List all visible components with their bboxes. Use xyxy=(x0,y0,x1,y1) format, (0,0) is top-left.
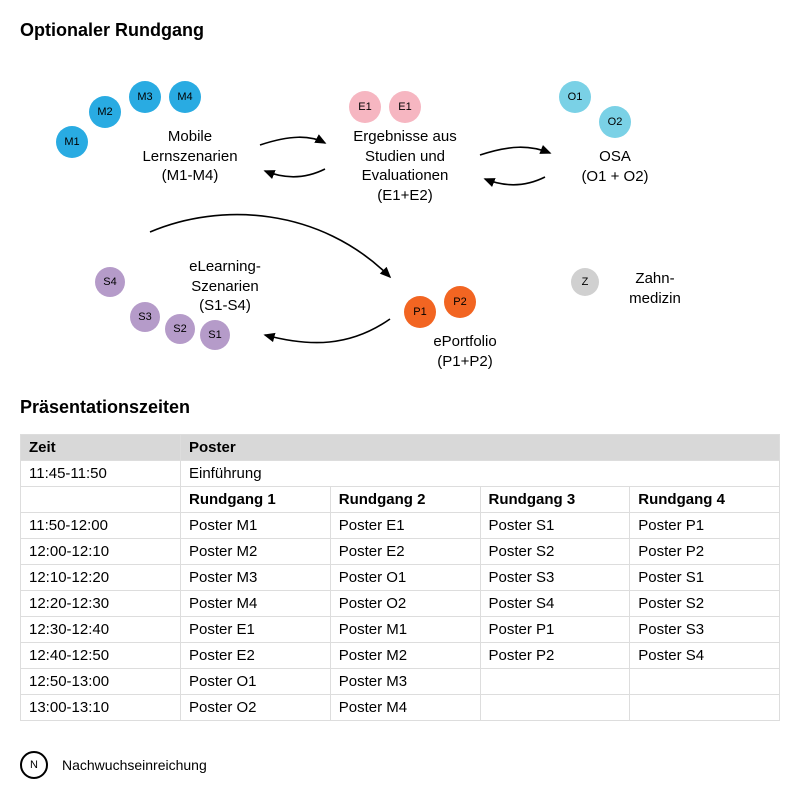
cell-poster: Poster P1 xyxy=(630,513,780,539)
cell-poster: Poster M1 xyxy=(330,617,480,643)
schedule-table: Zeit Poster 11:45-11:50EinführungRundgan… xyxy=(20,434,780,721)
cell-time: 12:30-12:40 xyxy=(21,617,181,643)
node-s3: S3 xyxy=(130,302,160,332)
cell-poster: Poster M2 xyxy=(330,643,480,669)
table-row: 12:50-13:00Poster O1Poster M3 xyxy=(21,669,780,695)
cell-time: 11:50-12:00 xyxy=(21,513,181,539)
cell-subhead: Rundgang 3 xyxy=(480,487,630,513)
tour-heading: Optionaler Rundgang xyxy=(20,20,788,41)
node-z: Z xyxy=(571,268,599,296)
cell-subhead: Rundgang 1 xyxy=(181,487,331,513)
cell-time: 12:40-12:50 xyxy=(21,643,181,669)
node-s2: S2 xyxy=(165,314,195,344)
cell-time: 13:00-13:10 xyxy=(21,695,181,721)
cell-poster: Poster E1 xyxy=(330,513,480,539)
table-row: 12:30-12:40Poster E1Poster M1Poster P1Po… xyxy=(21,617,780,643)
cell-poster: Poster M1 xyxy=(181,513,331,539)
cell-poster: Poster S1 xyxy=(480,513,630,539)
cell-time: 11:45-11:50 xyxy=(21,461,181,487)
arrow-2 xyxy=(480,147,550,155)
table-row: 12:40-12:50Poster E2Poster M2Poster P2Po… xyxy=(21,643,780,669)
tour-diagram: M1M2M3M4 E1E1 O1O2 S4S3S2S1 P1P2 Z MobileLerns… xyxy=(20,57,780,387)
cell-time: 12:50-13:00 xyxy=(21,669,181,695)
node-m4: M4 xyxy=(169,81,201,113)
table-row: 11:50-12:00Poster M1Poster E1Poster S1Po… xyxy=(21,513,780,539)
col-poster: Poster xyxy=(181,435,780,461)
arrow-0 xyxy=(260,137,325,145)
schedule-heading: Präsentationszeiten xyxy=(20,397,788,418)
cell-poster xyxy=(630,669,780,695)
cell-poster: Poster E2 xyxy=(181,643,331,669)
cell-poster: Poster O1 xyxy=(181,669,331,695)
cell-poster: Poster S1 xyxy=(630,565,780,591)
node-p2: P2 xyxy=(444,286,476,318)
cluster-label-5: Zahn-medizin xyxy=(610,269,700,308)
cell-poster xyxy=(480,669,630,695)
node-o1: O1 xyxy=(559,81,591,113)
cell-poster: Poster O2 xyxy=(330,591,480,617)
cell-poster: Poster S4 xyxy=(480,591,630,617)
cell-subhead: Rundgang 4 xyxy=(630,487,780,513)
cell-poster: Poster M2 xyxy=(181,539,331,565)
cluster-label-2: OSA(O1 + O2) xyxy=(565,147,665,186)
node-s4: S4 xyxy=(95,267,125,297)
cell-poster: Poster M4 xyxy=(181,591,331,617)
table-row: 12:00-12:10Poster M2Poster E2Poster S2Po… xyxy=(21,539,780,565)
table-row: 11:45-11:50Einführung xyxy=(21,461,780,487)
cell-poster xyxy=(480,695,630,721)
cell-time: 12:00-12:10 xyxy=(21,539,181,565)
table-row: 13:00-13:10Poster O2Poster M4 xyxy=(21,695,780,721)
cell-intro: Einführung xyxy=(181,461,780,487)
node-o2: O2 xyxy=(599,106,631,138)
col-zeit: Zeit xyxy=(21,435,181,461)
cell-poster: Poster S4 xyxy=(630,643,780,669)
cell-poster: Poster P1 xyxy=(480,617,630,643)
node-e1: E1 xyxy=(349,91,381,123)
node-m2: M2 xyxy=(89,96,121,128)
arrow-3 xyxy=(485,177,545,185)
cell-time: 12:10-12:20 xyxy=(21,565,181,591)
cell-poster: Poster P2 xyxy=(630,539,780,565)
table-row: 12:10-12:20Poster M3Poster O1Poster S3Po… xyxy=(21,565,780,591)
cell-time: 12:20-12:30 xyxy=(21,591,181,617)
cell-poster: Poster S2 xyxy=(480,539,630,565)
cluster-label-1: Ergebnisse ausStudien undEvaluationen(E1… xyxy=(325,127,485,205)
legend-text: Nachwuchseinreichung xyxy=(62,757,207,773)
arrow-5 xyxy=(265,319,390,343)
node-p1: P1 xyxy=(404,296,436,328)
node-m3: M3 xyxy=(129,81,161,113)
cell-poster: Poster M3 xyxy=(330,669,480,695)
node-e2: E1 xyxy=(389,91,421,123)
legend: N Nachwuchseinreichung xyxy=(20,751,788,779)
cell-blank xyxy=(21,487,181,513)
node-s1: S1 xyxy=(200,320,230,350)
cluster-label-4: ePortfolio(P1+P2) xyxy=(405,332,525,371)
cell-poster: Poster P2 xyxy=(480,643,630,669)
table-row: 12:20-12:30Poster M4Poster O2Poster S4Po… xyxy=(21,591,780,617)
cell-poster: Poster O2 xyxy=(181,695,331,721)
cluster-label-0: MobileLernszenarien(M1-M4) xyxy=(115,127,265,186)
legend-symbol: N xyxy=(20,751,48,779)
cell-poster xyxy=(630,695,780,721)
cell-poster: Poster M4 xyxy=(330,695,480,721)
cell-poster: Poster S3 xyxy=(480,565,630,591)
cell-poster: Poster E2 xyxy=(330,539,480,565)
node-m1: M1 xyxy=(56,126,88,158)
cell-poster: Poster M3 xyxy=(181,565,331,591)
cell-poster: Poster S2 xyxy=(630,591,780,617)
cell-poster: Poster S3 xyxy=(630,617,780,643)
table-row: Rundgang 1Rundgang 2Rundgang 3Rundgang 4 xyxy=(21,487,780,513)
cell-subhead: Rundgang 2 xyxy=(330,487,480,513)
cell-poster: Poster O1 xyxy=(330,565,480,591)
arrow-1 xyxy=(265,169,325,177)
cluster-label-3: eLearning-Szenarien(S1-S4) xyxy=(160,257,290,316)
cell-poster: Poster E1 xyxy=(181,617,331,643)
